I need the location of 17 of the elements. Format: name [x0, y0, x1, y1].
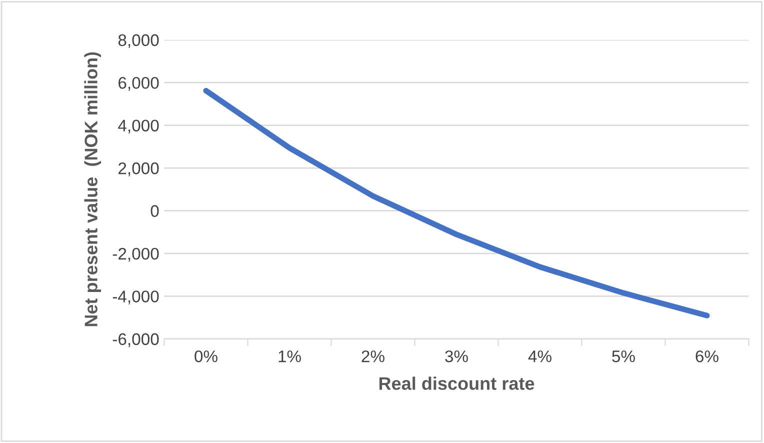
x-tick-label: 2% [362, 350, 384, 362]
y-tick-label: -2,000 [112, 248, 159, 262]
y-tick-label: -6,000 [112, 333, 159, 348]
y-tick-label: 2,000 [118, 162, 159, 176]
x-tick-label: 0% [194, 350, 218, 362]
x-tick-label: 6% [696, 350, 718, 362]
y-tick-label: -4,000 [112, 290, 159, 304]
x-tick-label: 5% [612, 350, 635, 362]
x-tick-label: 1% [278, 350, 301, 362]
x-tick-label: 4% [528, 350, 552, 362]
y-tick-label: 8,000 [118, 34, 159, 48]
y-tick-label: 0 [150, 205, 159, 217]
y-axis-title: Net present value (NOK million) [84, 52, 102, 326]
y-tick-label: 6,000 [118, 76, 159, 91]
y-tick-label: 4,000 [118, 120, 159, 134]
x-tick-label: 3% [445, 350, 468, 362]
x-axis-title: Real discount rate [379, 376, 534, 390]
